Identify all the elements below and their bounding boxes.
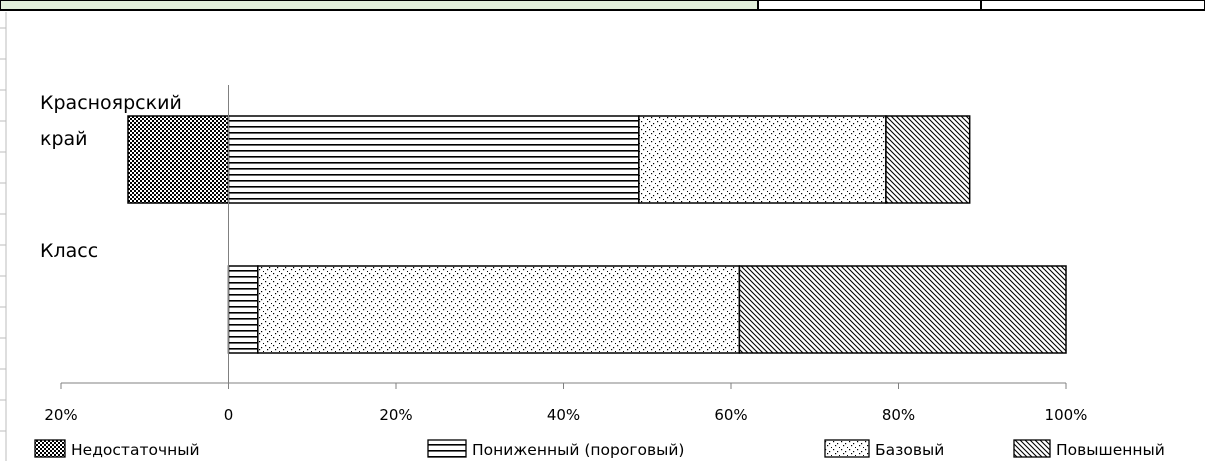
header-cell-3 <box>980 0 1205 11</box>
bar-segment <box>257 265 741 354</box>
sheet-row-edge <box>0 12 7 461</box>
x-tick-label: 0 <box>224 406 234 424</box>
x-tick-label: 20% <box>44 406 77 424</box>
category-label: Красноярский <box>40 92 182 114</box>
legend-swatch <box>1013 439 1051 458</box>
category-label: Класс <box>40 240 98 262</box>
bar-segment <box>638 115 887 204</box>
x-tick-label: 60% <box>714 406 747 424</box>
category-labels: Красноярский край Класс <box>40 92 182 262</box>
category-label: край <box>40 128 88 150</box>
legend-swatch <box>34 439 66 458</box>
spreadsheet-header-strip <box>0 0 1205 11</box>
x-tick-label: 40% <box>547 406 580 424</box>
x-tick-label: 80% <box>882 406 915 424</box>
bar-segment <box>127 115 230 204</box>
x-axis: 20% 0 20% 40% 60% 80% 100% <box>44 85 1087 424</box>
bar-segment <box>738 265 1067 354</box>
legend-swatch <box>427 439 467 458</box>
legend-label: Повышенный <box>1056 441 1165 459</box>
bar-segment <box>227 115 640 204</box>
legend-label: Недостаточный <box>71 441 200 459</box>
bar-segment <box>885 115 971 204</box>
bar-segment <box>227 265 259 354</box>
legend-label: Базовый <box>875 441 944 459</box>
legend-swatch <box>824 439 870 458</box>
bars-layer <box>127 115 1067 354</box>
x-tick-label: 20% <box>379 406 412 424</box>
x-tick-label: 100% <box>1045 406 1088 424</box>
legend-label: Пониженный (пороговый) <box>472 441 684 459</box>
legend: Недостаточный Пониженный (пороговый) Базов… <box>34 439 1165 459</box>
